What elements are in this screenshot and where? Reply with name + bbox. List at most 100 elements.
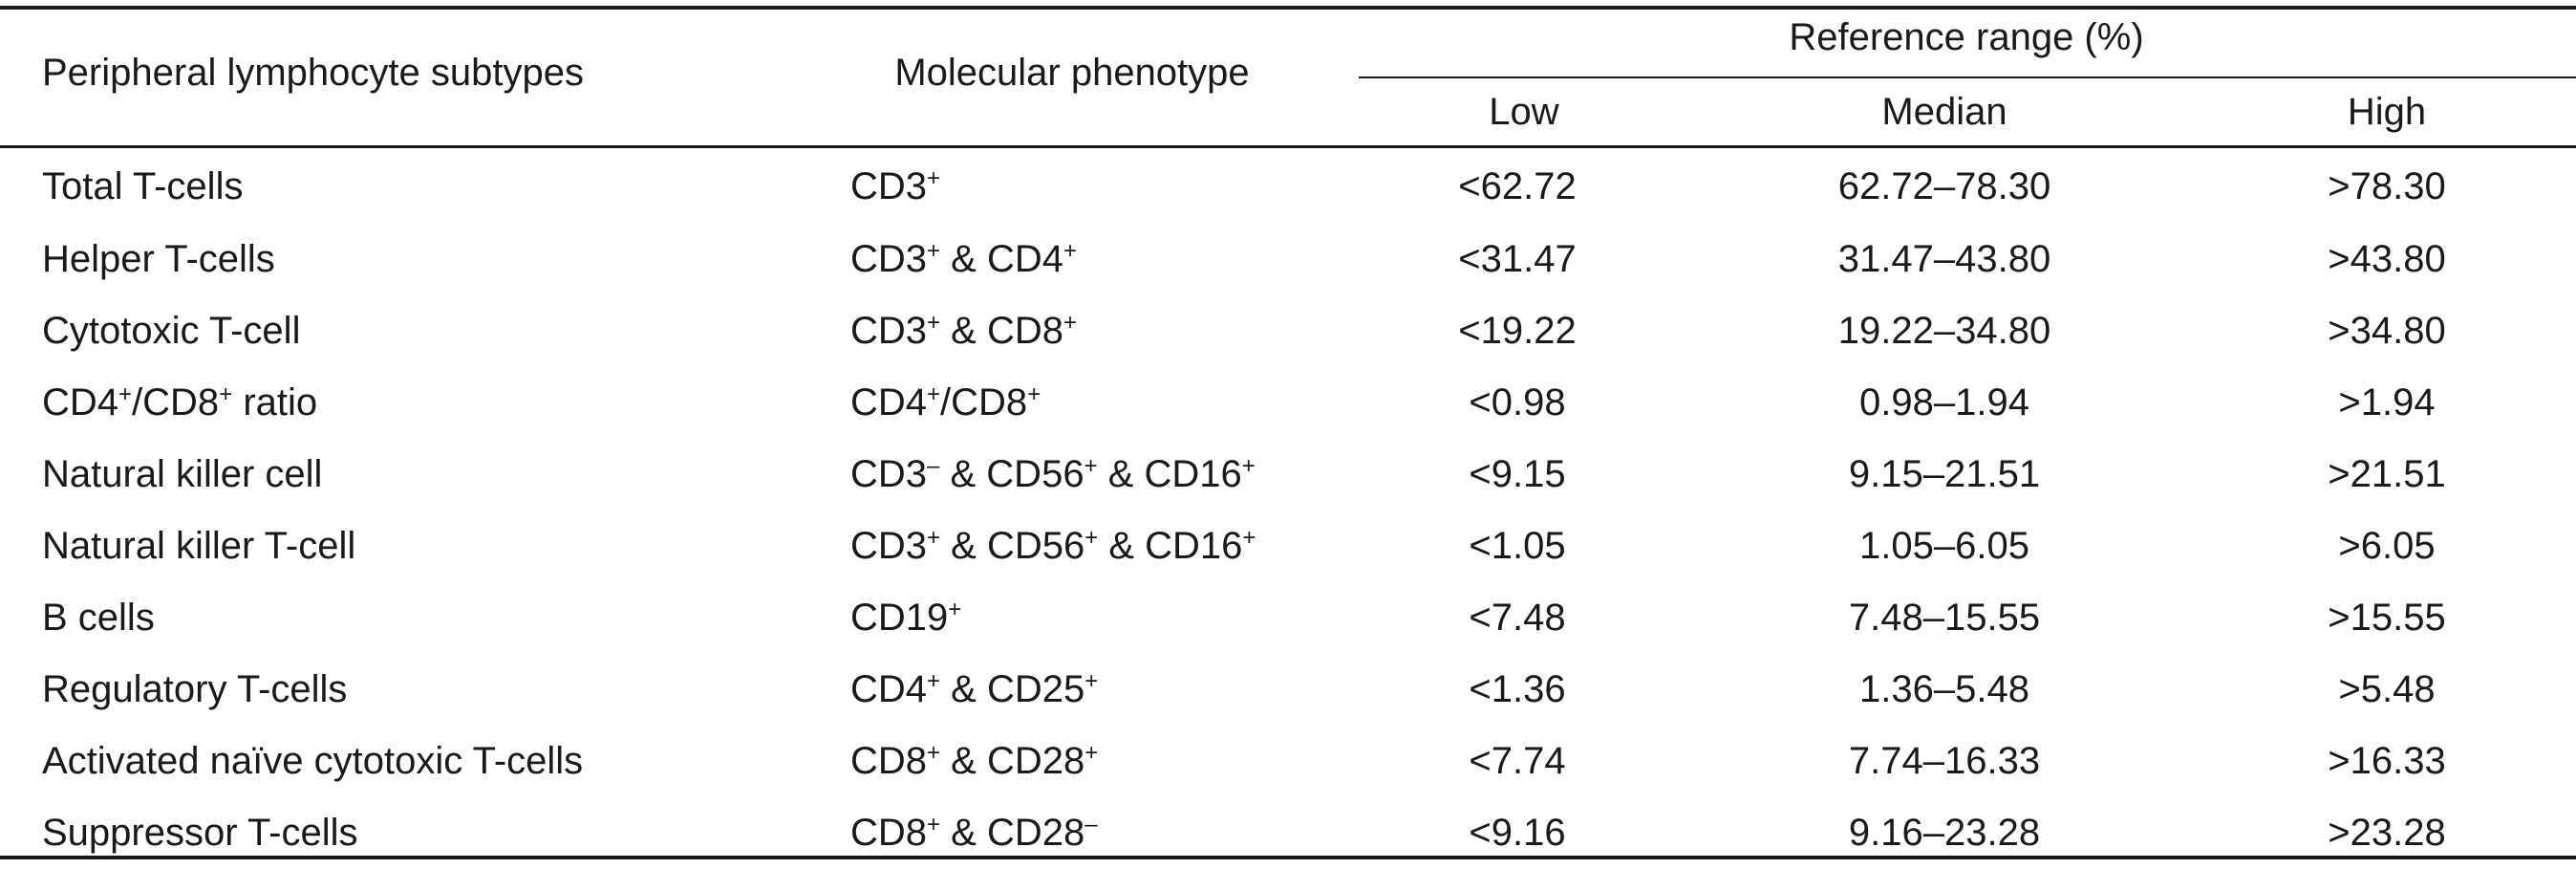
superscript-sign: + bbox=[927, 812, 941, 837]
superscript-sign: + bbox=[927, 164, 941, 191]
cell-low: <0.98 bbox=[1469, 381, 1566, 424]
cell-phenotype: CD4+/CD8+ bbox=[816, 367, 1357, 439]
text-segment: /CD8 bbox=[132, 381, 220, 424]
table-row: Natural killer T-cell CD3+ & CD56+ & CD16… bbox=[0, 511, 2576, 582]
cell-subtype: Cytotoxic T-cell bbox=[0, 295, 816, 367]
header-reference-range: Reference range (%) bbox=[1789, 15, 2144, 58]
cell-low: <19.22 bbox=[1458, 310, 1577, 352]
text-segment: Helper T-cells bbox=[42, 238, 275, 280]
text-segment: & CD8 bbox=[940, 310, 1063, 352]
text-segment: & CD56 bbox=[939, 453, 1084, 495]
superscript-sign: + bbox=[1084, 525, 1099, 551]
header-low: Low bbox=[1489, 90, 1559, 133]
superscript-sign: + bbox=[927, 238, 941, 264]
superscript-sign: + bbox=[1063, 310, 1077, 336]
table-body: Total T-cells CD3+ <62.72 62.72–78.30 >78.30… bbox=[0, 145, 2576, 869]
header-row-1: Peripheral lymphocyte subtypes Molecular… bbox=[0, 0, 2576, 94]
superscript-sign: + bbox=[927, 740, 941, 766]
table-row: Regulatory T-cells CD4+ & CD25+ <1.36 1.36–… bbox=[0, 654, 2576, 726]
text-segment: CD3 bbox=[850, 310, 928, 352]
cell-median: 1.36–5.48 bbox=[1859, 668, 2029, 710]
header-median: Median bbox=[1881, 90, 2007, 133]
text-segment: Regulatory T-cells bbox=[42, 668, 348, 710]
text-segment: & CD28 bbox=[940, 740, 1085, 782]
text-segment: Suppressor T-cells bbox=[42, 812, 358, 854]
cell-median: 9.16–23.28 bbox=[1848, 812, 2041, 854]
text-segment: Natural killer cell bbox=[42, 453, 323, 495]
cell-high: >5.48 bbox=[2338, 668, 2436, 710]
cell-high: >1.94 bbox=[2338, 381, 2436, 424]
text-segment: Cytotoxic T-cell bbox=[42, 310, 301, 352]
cell-phenotype: CD3+ & CD8+ bbox=[816, 295, 1357, 367]
cell-high: >21.51 bbox=[2328, 453, 2446, 495]
header-row-2: Low Median High bbox=[0, 78, 2576, 145]
cell-subtype: Natural killer cell bbox=[0, 439, 816, 511]
cell-high: >16.33 bbox=[2328, 740, 2446, 782]
text-segment: CD19 bbox=[850, 597, 949, 639]
cell-median: 7.74–16.33 bbox=[1848, 740, 2041, 782]
superscript-sign: + bbox=[948, 597, 962, 622]
text-segment: CD4 bbox=[850, 381, 928, 424]
superscript-sign: + bbox=[1242, 525, 1256, 551]
text-segment: CD3 bbox=[850, 453, 928, 495]
cell-median: 31.47–43.80 bbox=[1837, 238, 2051, 280]
text-segment: Activated naïve cytotoxic T-cells bbox=[42, 740, 584, 782]
cell-subtype: Natural killer T-cell bbox=[0, 511, 816, 582]
text-segment: & CD28 bbox=[940, 812, 1085, 854]
cell-low: <62.72 bbox=[1458, 164, 1577, 207]
cell-subtype: Activated naïve cytotoxic T-cells bbox=[0, 726, 816, 797]
table-row: Cytotoxic T-cell CD3+ & CD8+ <19.22 19.22–3… bbox=[0, 295, 2576, 367]
text-segment: B cells bbox=[42, 597, 155, 639]
text-segment: CD8 bbox=[850, 740, 928, 782]
text-segment: Total T-cells bbox=[42, 164, 244, 207]
superscript-sign: + bbox=[927, 310, 941, 336]
header-high: High bbox=[2347, 90, 2427, 133]
superscript-sign: + bbox=[1241, 453, 1256, 479]
cell-phenotype: CD4+ & CD25+ bbox=[816, 654, 1357, 726]
table-row: Suppressor T-cells CD8+ & CD28– <9.16 9.16–… bbox=[0, 797, 2576, 869]
text-segment: & CD56 bbox=[940, 525, 1085, 567]
cell-high: >78.30 bbox=[2328, 164, 2446, 207]
cell-subtype: CD4+/CD8+ ratio bbox=[0, 367, 816, 439]
cell-median: 9.15–21.51 bbox=[1848, 453, 2041, 495]
superscript-sign: + bbox=[219, 381, 233, 407]
text-segment: CD3 bbox=[850, 238, 928, 280]
cell-subtype: Regulatory T-cells bbox=[0, 654, 816, 726]
cell-low: <7.48 bbox=[1469, 597, 1566, 639]
cell-phenotype: CD3+ bbox=[816, 145, 1357, 224]
table-row: Helper T-cells CD3+ & CD4+ <31.47 31.47–43.… bbox=[0, 224, 2576, 295]
text-segment: & CD25 bbox=[940, 668, 1085, 710]
text-segment: CD3 bbox=[850, 525, 928, 567]
superscript-sign: – bbox=[1084, 812, 1098, 837]
cell-phenotype: CD3+ & CD56+ & CD16+ bbox=[816, 511, 1357, 582]
cell-median: 1.05–6.05 bbox=[1859, 525, 2029, 567]
superscript-sign: + bbox=[118, 381, 133, 407]
table-bottom-rule bbox=[0, 856, 2576, 859]
cell-low: <9.15 bbox=[1469, 453, 1566, 495]
text-segment: CD4 bbox=[42, 381, 119, 424]
cell-subtype: Suppressor T-cells bbox=[0, 797, 816, 869]
cell-phenotype: CD8+ & CD28– bbox=[816, 797, 1357, 869]
text-segment: & CD4 bbox=[940, 238, 1063, 280]
reference-range-group-rule bbox=[1359, 76, 2576, 78]
superscript-sign: + bbox=[927, 381, 941, 407]
cell-high: >23.28 bbox=[2328, 812, 2446, 854]
cell-subtype: Total T-cells bbox=[0, 145, 816, 224]
text-segment: CD8 bbox=[850, 812, 928, 854]
cell-low: <1.36 bbox=[1469, 668, 1566, 710]
cell-phenotype: CD3– & CD56+ & CD16+ bbox=[816, 439, 1357, 511]
text-segment: ratio bbox=[232, 381, 318, 424]
superscript-sign: + bbox=[1084, 740, 1099, 766]
superscript-sign: + bbox=[927, 668, 941, 694]
text-segment: Natural killer T-cell bbox=[42, 525, 356, 567]
cell-low: <1.05 bbox=[1469, 525, 1566, 567]
cell-subtype: B cells bbox=[0, 582, 816, 654]
table-row: Natural killer cell CD3– & CD56+ & CD16+ <… bbox=[0, 439, 2576, 511]
cell-phenotype: CD19+ bbox=[816, 582, 1357, 654]
cell-median: 0.98–1.94 bbox=[1859, 381, 2029, 424]
table-row: Activated naïve cytotoxic T-cells CD8+ & … bbox=[0, 726, 2576, 797]
cell-high: >6.05 bbox=[2338, 525, 2436, 567]
cell-median: 62.72–78.30 bbox=[1837, 164, 2051, 207]
